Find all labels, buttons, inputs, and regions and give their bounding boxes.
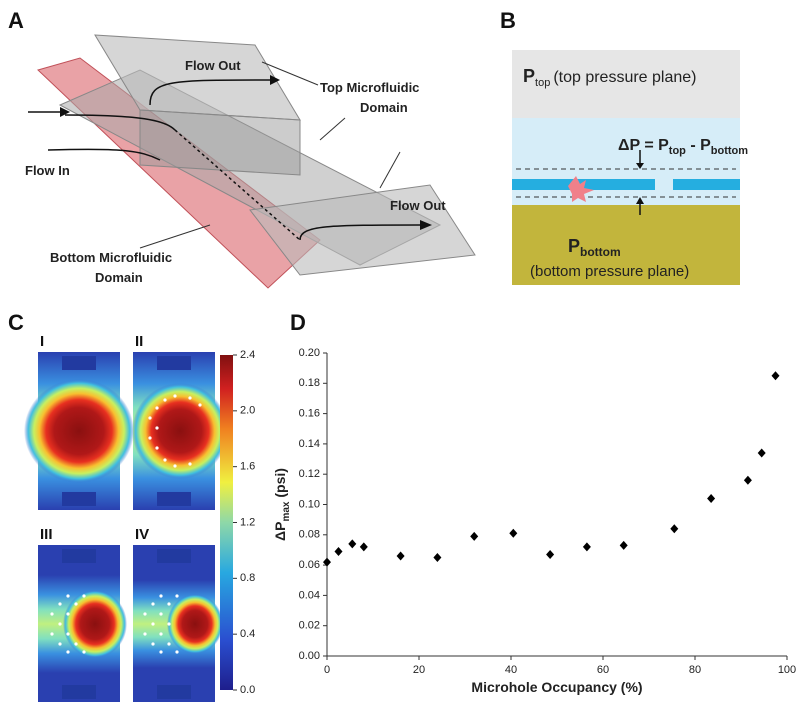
heatmaps	[24, 352, 233, 702]
arrow	[47, 148, 161, 161]
text: bottom	[711, 145, 748, 157]
arrow	[149, 79, 271, 106]
text: ΔP = P	[618, 137, 669, 154]
y-tick-label: 0.08	[299, 529, 320, 541]
x-tick-label: 80	[689, 664, 701, 676]
top-box-side	[139, 109, 301, 176]
point	[743, 475, 752, 485]
x-tick-label: 0	[324, 664, 330, 676]
y-tick-label: 0.04	[299, 589, 320, 601]
heatmap	[133, 545, 223, 702]
point	[396, 551, 405, 561]
heatmap-label: I	[40, 333, 44, 350]
bottom-box	[249, 184, 476, 276]
text: - P	[686, 137, 711, 154]
text: max	[281, 501, 292, 521]
colorbar-tick-label: 0.8	[240, 572, 255, 584]
point	[359, 542, 368, 552]
panel-label: C	[8, 310, 24, 335]
label: (bottom pressure plane)	[530, 263, 689, 280]
point	[323, 557, 331, 567]
heatmap-label: III	[40, 526, 53, 543]
label: Ptop (top pressure plane)	[523, 66, 697, 89]
x-tick-label: 100	[778, 664, 796, 676]
point	[433, 553, 442, 563]
y-tick-label: 0.02	[299, 620, 320, 632]
label: Flow In	[25, 163, 70, 178]
text: top	[535, 77, 550, 89]
point	[619, 540, 628, 550]
point	[546, 549, 555, 559]
y-tick-label: 0.14	[299, 438, 320, 450]
y-tick-label: 0.10	[299, 498, 320, 510]
label: Bottom Microfluidic	[50, 250, 172, 265]
colorbar-tick-label: 2.0	[240, 405, 255, 417]
label: Flow Out	[390, 198, 446, 213]
point	[470, 531, 479, 541]
y-axis-label: ΔPmax (psi)	[272, 468, 292, 541]
point	[582, 542, 591, 552]
label: Domain	[360, 100, 408, 115]
colorbar-tick-label: 0.4	[240, 628, 255, 640]
text: (psi)	[272, 468, 288, 501]
label: Domain	[95, 270, 143, 285]
middle-region	[512, 118, 740, 205]
label: ΔP = Ptop - Pbottom	[618, 137, 748, 157]
heatmap	[24, 352, 134, 510]
top-region	[512, 50, 740, 118]
heatmap	[38, 545, 127, 702]
colorbar	[220, 355, 233, 690]
text: ΔP	[272, 522, 288, 541]
diagram-b: Ptop (top pressure plane) ΔP = Ptop - Pbo…	[512, 50, 748, 285]
y-tick-label: 0.06	[299, 559, 320, 571]
label: Flow Out	[185, 58, 241, 73]
panel-label: B	[500, 8, 516, 33]
point	[348, 539, 357, 549]
text: top	[669, 145, 686, 157]
text: P	[523, 66, 535, 86]
point	[670, 524, 679, 534]
point	[707, 493, 716, 503]
label: Top Microfluidic	[320, 80, 419, 95]
text: P	[568, 236, 580, 256]
bottom-region	[512, 205, 740, 285]
text: bottom	[580, 245, 621, 259]
point	[757, 448, 766, 458]
x-tick-label: 40	[505, 664, 517, 676]
point	[771, 371, 780, 381]
flow-path	[174, 129, 301, 241]
panel-label: D	[290, 310, 306, 335]
y-tick-label: 0.20	[299, 347, 320, 359]
heatmap-label: II	[135, 333, 143, 350]
diagram-a: Flow Out Top Microfluidic Domain Flow In…	[25, 34, 476, 289]
arrow	[64, 114, 176, 131]
colorbar-tick-label: 1.2	[240, 516, 255, 528]
point	[509, 528, 518, 538]
colorbar-tick-label: 1.6	[240, 461, 255, 473]
x-tick-label: 20	[413, 664, 425, 676]
y-tick-label: 0.18	[299, 377, 320, 389]
y-tick-label: 0.00	[299, 650, 320, 662]
panel-label: A	[8, 8, 24, 33]
y-tick-label: 0.16	[299, 408, 320, 420]
label: Pbottom	[568, 236, 621, 259]
heatmap-label: IV	[135, 526, 149, 543]
arrow	[299, 224, 421, 241]
colorbar-tick-label: 0.0	[240, 684, 255, 696]
cell	[568, 176, 594, 202]
x-axis-label: Microhole Occupancy (%)	[471, 679, 642, 695]
point	[334, 546, 343, 556]
heatmap	[132, 352, 228, 510]
colorbar-tick-label: 2.4	[240, 349, 255, 361]
x-tick-label: 60	[597, 664, 609, 676]
y-tick-label: 0.12	[299, 468, 320, 480]
text: (top pressure plane)	[553, 69, 696, 86]
